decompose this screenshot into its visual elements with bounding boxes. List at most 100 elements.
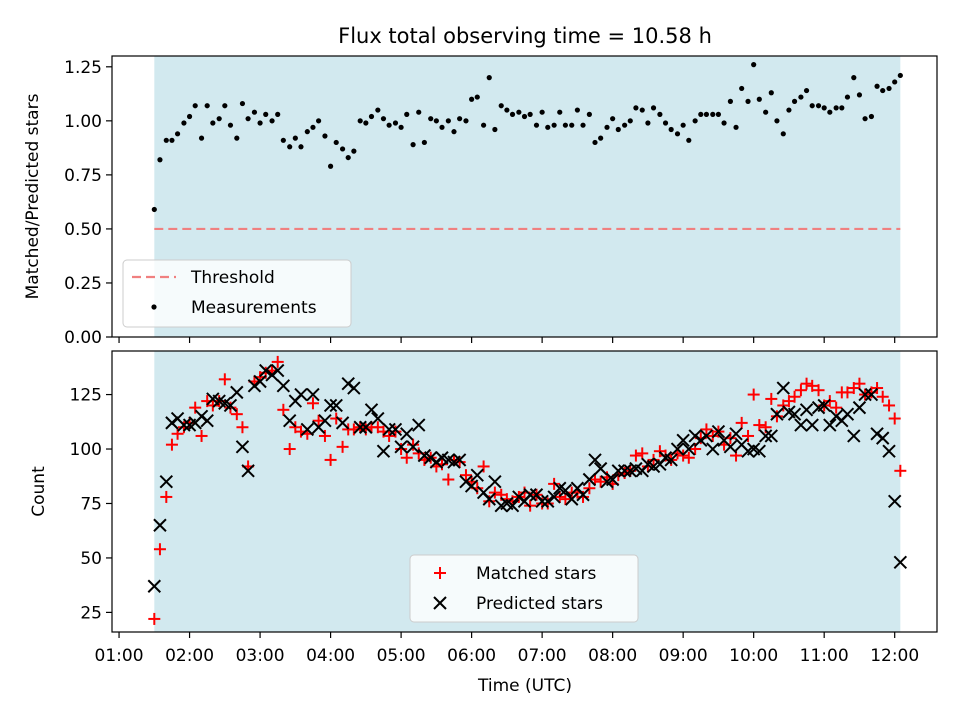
measurement-point — [463, 118, 469, 124]
measurement-point — [474, 94, 480, 100]
measurement-point — [668, 126, 674, 133]
matched-star-marker — [453, 456, 466, 469]
measurement-point — [521, 113, 528, 120]
predicted-star-marker — [805, 418, 819, 432]
x-tick-label: 03:00 — [236, 646, 285, 666]
matched-star-marker — [283, 443, 296, 456]
predicted-star-marker — [200, 413, 214, 428]
measurement-point — [151, 206, 157, 213]
predicted-star-marker — [817, 398, 831, 413]
measurement-point — [657, 111, 663, 117]
matched-star-marker — [318, 429, 331, 442]
x-tick-label: 11:00 — [800, 646, 849, 666]
chart-title: Flux total observing time = 10.58 h — [338, 24, 712, 48]
measurements-legend-swatch — [151, 304, 157, 310]
matched-star-marker — [553, 490, 566, 503]
top-y-tick-label: 0.75 — [64, 166, 102, 186]
predicted-star-marker — [177, 418, 191, 432]
matched-star-marker — [447, 453, 460, 466]
measurement-point — [874, 83, 880, 89]
predicted-star-marker — [300, 422, 315, 437]
top-legend: Threshold Measurements — [122, 259, 352, 328]
measurement-point — [280, 137, 286, 143]
predicted-star-marker — [723, 440, 738, 454]
predicted-star-marker — [230, 385, 244, 400]
bottom-y-tick-label: 50 — [80, 549, 102, 569]
predicted-star-marker — [682, 442, 696, 456]
bottom-legend: Matched stars Predicted stars — [409, 554, 639, 623]
matched-star-marker — [589, 473, 602, 486]
predicted-legend-swatch — [433, 596, 447, 610]
measurement-point — [163, 137, 169, 143]
matched-star-marker — [407, 438, 420, 451]
matched-star-marker — [841, 386, 854, 399]
measurement-point — [516, 109, 522, 115]
predicted-star-marker — [764, 429, 779, 443]
measurement-point — [204, 103, 210, 109]
x-tick-label: 12:00 — [870, 646, 919, 666]
x-tick-label: 01:00 — [95, 646, 144, 666]
predicted-star-marker — [799, 403, 814, 417]
measurement-point — [345, 154, 351, 161]
matched-star-marker — [271, 355, 284, 368]
measurement-point — [839, 105, 845, 111]
measurement-point — [557, 109, 563, 115]
matched-star-marker — [735, 416, 748, 429]
matched-star-marker — [171, 427, 184, 440]
top-y-axis: 0.00 0.25 0.50 0.75 1.00 1.25 — [64, 58, 112, 348]
predicted-star-marker — [611, 464, 625, 478]
matched-star-marker — [195, 429, 208, 442]
matched-star-marker — [189, 401, 202, 414]
measurement-point — [198, 135, 205, 141]
predicted-star-marker — [505, 498, 520, 513]
predicted-star-marker — [359, 420, 373, 434]
matched-star-marker — [682, 451, 695, 464]
matched-star-marker — [218, 373, 231, 386]
predicted-star-marker — [323, 398, 338, 413]
measurement-point — [833, 105, 839, 111]
measurement-point — [239, 100, 246, 107]
predicted-star-marker — [400, 427, 414, 441]
predicted-star-marker — [347, 381, 361, 395]
measurement-point — [380, 116, 387, 122]
measurement-point — [610, 116, 616, 122]
bottom-y-axis: 25 50 75 100 125 — [70, 386, 112, 623]
measurement-point — [492, 126, 498, 133]
measurement-point — [210, 120, 216, 126]
predicted-star-marker — [488, 474, 502, 489]
measurement-point — [844, 94, 851, 100]
predicted-star-marker — [617, 464, 632, 478]
matched-star-marker — [336, 440, 349, 453]
predicted-star-marker — [676, 433, 690, 448]
measurement-point — [398, 124, 404, 130]
predicted-star-marker — [371, 411, 385, 426]
measurement-point — [486, 75, 492, 81]
matched-star-marker — [594, 475, 607, 488]
predicted-star-marker — [276, 379, 291, 393]
predicted-star-marker — [547, 490, 561, 504]
x-tick-label: 02:00 — [165, 646, 214, 666]
predicted-star-marker — [482, 492, 496, 506]
measurement-point — [481, 122, 487, 128]
measurement-point — [357, 118, 363, 124]
predicted-star-marker — [318, 413, 332, 428]
top-y-tick-label: 0.50 — [64, 220, 102, 240]
matched-star-marker — [794, 384, 807, 397]
predicted-star-marker — [376, 444, 391, 458]
matched-star-marker — [383, 429, 396, 442]
predicted-star-marker — [452, 453, 467, 467]
matched-star-marker — [742, 429, 755, 442]
matched-star-marker — [853, 377, 866, 390]
measurement-point — [498, 103, 504, 109]
predicted-star-marker — [535, 494, 549, 509]
measurement-point — [580, 122, 586, 128]
predicted-star-marker — [588, 453, 602, 467]
matched-star-marker — [894, 464, 907, 477]
bottom-legend-box — [409, 554, 639, 623]
measurement-point — [798, 94, 804, 100]
matched-star-marker — [160, 490, 173, 503]
measurement-point — [186, 113, 193, 120]
measurement-point — [257, 120, 263, 126]
measurement-point — [645, 120, 651, 126]
